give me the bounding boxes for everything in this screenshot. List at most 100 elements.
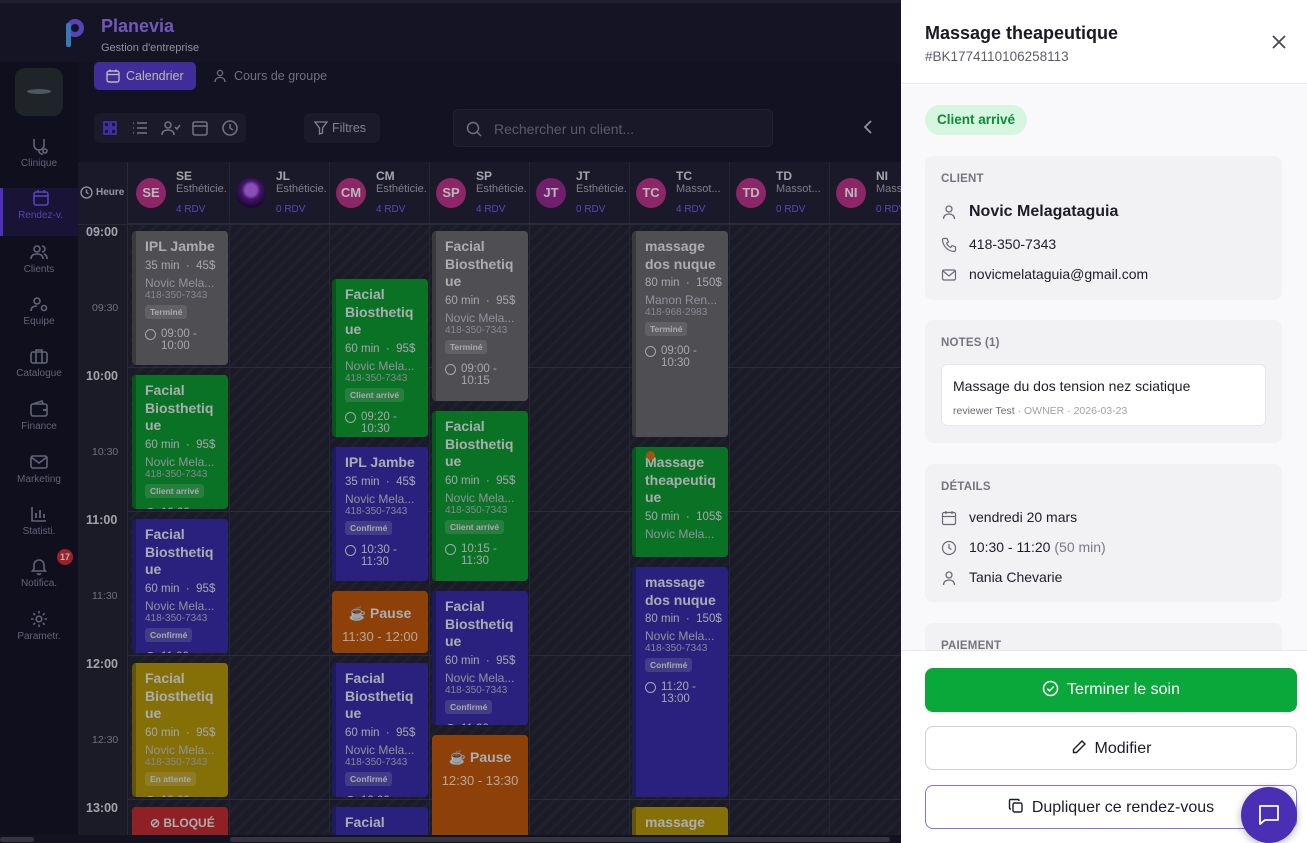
staff-day-column[interactable]: [230, 225, 330, 843]
note-item[interactable]: Massage du dos tension nez sciatique rev…: [941, 364, 1266, 426]
sidebar-item-catalogue[interactable]: Catalogue: [0, 346, 78, 394]
time-label: 13:00: [86, 801, 118, 815]
client-section-label: CLIENT: [941, 173, 984, 185]
sidebar-item-clients[interactable]: Clients: [0, 242, 78, 290]
staff-view-icon[interactable]: [158, 118, 182, 138]
appointment-client: Novic Mela...: [645, 629, 715, 643]
tab-calendar[interactable]: Calendrier: [94, 62, 196, 90]
sidebar-item-finance[interactable]: Finance: [0, 399, 78, 447]
appointment-title: Facial Biosthetiq ue: [145, 526, 214, 577]
details-section-label: DÉTAILS: [941, 481, 991, 493]
staff-day-column[interactable]: [830, 225, 901, 843]
users-icon: [30, 245, 48, 260]
note-author: reviewer Test: [953, 405, 1015, 417]
notes-card: NOTES (1) Massage du dos tension nez sci…: [925, 320, 1282, 443]
staff-initials: TC: [676, 169, 692, 183]
appointment-phone: 418-968-2983: [645, 307, 708, 318]
duplicate-button[interactable]: Dupliquer ce rendez-vous: [925, 785, 1297, 829]
appointment-card[interactable]: Facial Biosthetiq ue 60 min · 95$ Novic Me…: [432, 231, 528, 401]
appointment-title: Facial: [345, 814, 385, 830]
staff-initials: SP: [476, 169, 493, 183]
staff-day-column[interactable]: [730, 225, 830, 843]
clinic-logo[interactable]: [15, 68, 63, 116]
appointment-card[interactable]: Massage theapeutiq ue 50 min · 105$ Novic …: [632, 447, 728, 557]
panel-body[interactable]: Client arrivé CLIENT Novic Melagataguia …: [901, 85, 1307, 650]
appointment-card[interactable]: massage dos nuque 80 min · 150$ Novic Mela…: [632, 567, 728, 797]
staff-column-header[interactable]: SP SP Esthéticie. 4 RDV: [430, 162, 530, 225]
staff-column-header[interactable]: NINIMassot...0 RDV: [830, 162, 901, 225]
appointment-card[interactable]: Facial Biosthetiq ue 60 min · 95$ Novic Me…: [432, 411, 528, 581]
staff-column-header[interactable]: TD TD Massot... 0 RDV: [730, 162, 830, 225]
appointment-title: IPL Jambe: [345, 454, 415, 470]
staff-day-column[interactable]: [530, 225, 630, 843]
staff-role: Esthéticie.: [276, 183, 327, 195]
sidebar-item-equipe[interactable]: Equipe: [0, 294, 78, 342]
appointment-card[interactable]: Facial Biosthetiq ue 60 min · 95$ Novic Me…: [132, 375, 228, 509]
sidebar-item-statisti[interactable]: Statisti.: [0, 504, 78, 552]
staff-column-header[interactable]: CM CM Esthéticie. 4 RDV: [330, 162, 430, 225]
calendar-icon: [32, 190, 49, 206]
appointment-card[interactable]: IPL Jambe 35 min · 45$ Novic Mela... 418-35…: [332, 447, 428, 581]
appointment-client: Novic Mela...: [445, 310, 515, 325]
break-block[interactable]: ☕ Pause 12:30 - 13:30: [432, 735, 528, 843]
filters-button[interactable]: Filtres: [304, 113, 380, 143]
appointment-phone: 418-350-7343: [145, 289, 208, 301]
sidebar-item-notifica[interactable]: Notifica. 17: [0, 549, 78, 604]
client-name: Novic Melagataguia: [941, 203, 1118, 221]
client-phone[interactable]: 418-350-7343: [941, 236, 1056, 253]
calendar-grid: Heure SE SE Esthéticie. 4 RDV JL Esthéticie. 0…: [78, 162, 901, 843]
search-box: [453, 109, 773, 147]
scrollbar-thumb[interactable]: [230, 837, 890, 842]
client-email[interactable]: novicmelataguia@gmail.com: [941, 266, 1148, 282]
list-view-icon[interactable]: [128, 118, 152, 138]
search-input[interactable]: [494, 119, 764, 139]
blocked-title: ⊘ BLOQUÉ: [150, 816, 215, 830]
appointment-title: Facial Biosthetiq ue: [145, 670, 214, 721]
sidebar-item-rendezv[interactable]: Rendez-v.: [0, 188, 78, 236]
staff-column-header[interactable]: JT JT Esthéticie. 0 RDV: [530, 162, 630, 225]
appointment-meta: 35 min · 45$: [345, 475, 416, 488]
appointment-card[interactable]: Facial Biosthetiq ue 60 min · 95$ Novic Me…: [332, 279, 428, 437]
appointment-title: Massage theapeutiq ue: [645, 454, 716, 505]
scrollbar-thumb-left[interactable]: [0, 837, 34, 842]
staff-column-header[interactable]: JL Esthéticie. 0 RDV: [230, 162, 330, 225]
sidebar-item-marketing[interactable]: Marketing: [0, 452, 78, 500]
sidebar-item-clinique[interactable]: Clinique: [0, 136, 78, 184]
appointment-card[interactable]: Facial Biosthetiq ue 60 min · 95$ Novic Me…: [132, 519, 228, 653]
appointment-phone: 418-350-7343: [645, 643, 708, 654]
chat-button[interactable]: [1241, 787, 1297, 843]
appointment-client: Novic Mela...: [145, 454, 215, 469]
sidebar-nav: Clinique Rendez-v. Clients Equipe Catalogue F…: [0, 62, 78, 843]
tab-group-classes[interactable]: Cours de groupe: [202, 62, 339, 90]
close-icon[interactable]: [1269, 32, 1289, 52]
appointment-card[interactable]: IPL Jambe 35 min · 45$ Novic Mela... 418-35…: [132, 231, 228, 365]
tab-group-label: Cours de groupe: [234, 69, 328, 83]
horizontal-scrollbar[interactable]: [0, 835, 901, 843]
appointment-client: Novic Mela...: [445, 670, 515, 685]
time-label: 09:00: [86, 225, 118, 239]
appointment-time: 10:30 - 11:20 (50 min): [941, 539, 1106, 556]
staff-column-header[interactable]: TC TC Massot... 4 RDV: [630, 162, 730, 225]
filter-icon: [314, 121, 328, 135]
pencil-icon: [1072, 740, 1086, 754]
staff-column-header[interactable]: SE SE Esthéticie. 4 RDV: [130, 162, 230, 225]
month-view-icon[interactable]: [188, 118, 212, 138]
sidebar-item-label: Clients: [23, 264, 55, 275]
break-block[interactable]: ☕ Pause 11:30 - 12:00: [332, 591, 428, 653]
clock-view-icon[interactable]: [218, 118, 242, 138]
appointment-title: Massage theapeutique: [925, 23, 1119, 43]
break-time: 11:30 - 12:00: [342, 628, 418, 644]
edit-button[interactable]: Modifier: [925, 726, 1297, 770]
appointment-meta: 50 min · 105$: [645, 510, 722, 523]
sidebar-item-parametr[interactable]: Parametr.: [0, 609, 78, 657]
grid-view-icon[interactable]: [98, 118, 122, 138]
appointment-card[interactable]: Facial Biosthetiq ue 60 min · 95$ Novic Me…: [432, 591, 528, 725]
appointment-card[interactable]: massage dos nuque 80 min · 150$ Manon Ren.…: [632, 231, 728, 437]
appointment-phone: 418-350-7343: [445, 684, 508, 696]
appointment-card[interactable]: Facial Biosthetiq ue 60 min · 95$ Novic Me…: [132, 663, 228, 797]
break-title: ☕ Pause: [348, 605, 412, 621]
chevron-left-icon[interactable]: [858, 117, 878, 137]
appointment-meta: 60 min · 95$: [345, 726, 416, 739]
appointment-card[interactable]: Facial Biosthetiq ue 60 min · 95$ Novic Me…: [332, 663, 428, 797]
finish-treatment-button[interactable]: Terminer le soin: [925, 668, 1297, 712]
